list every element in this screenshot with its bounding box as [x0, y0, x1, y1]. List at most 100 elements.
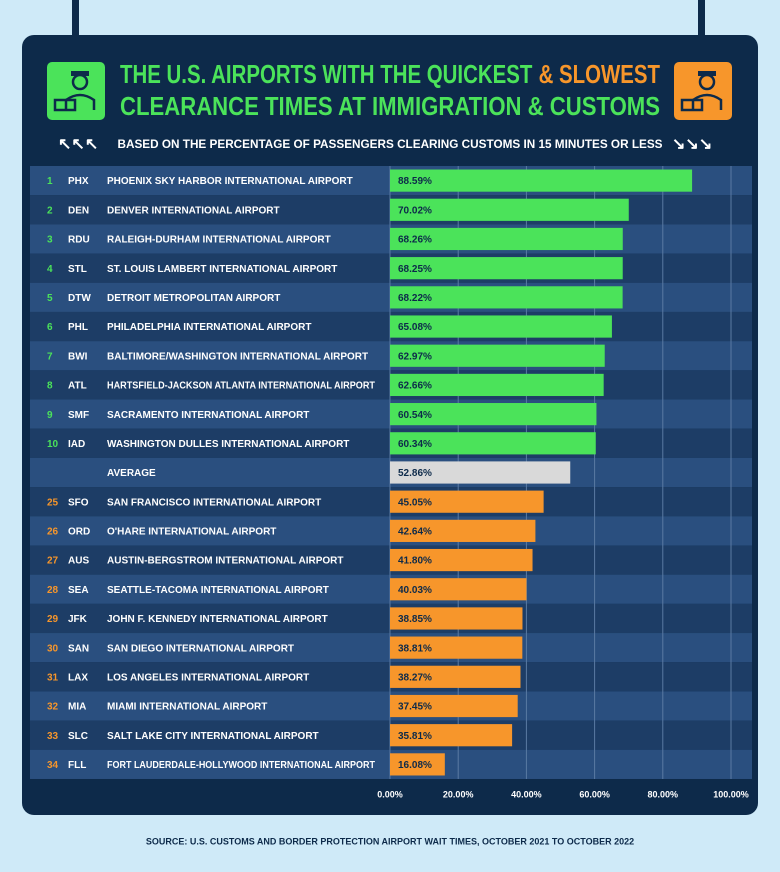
rank: 26: [47, 527, 59, 538]
value-label: 45.05%: [398, 497, 432, 508]
x-tick-label: 60.00%: [579, 789, 610, 799]
bar: [390, 315, 612, 338]
bar: [390, 169, 693, 192]
airport-name: WASHINGTON DULLES INTERNATIONAL AIRPORT: [107, 439, 349, 450]
rank: 25: [47, 497, 59, 508]
value-label: 70.02%: [398, 205, 432, 216]
code: BWI: [68, 351, 88, 362]
code: FLL: [68, 760, 86, 771]
rank: 34: [47, 760, 59, 771]
airport-name: MIAMI INTERNATIONAL AIRPORT: [107, 702, 267, 713]
bar: [390, 578, 527, 601]
bar: [390, 198, 629, 221]
code: SLC: [68, 731, 88, 742]
bar: [390, 257, 623, 280]
rank: 28: [47, 585, 59, 596]
subtitle: BASED ON THE PERCENTAGE OF PASSENGERS CL…: [118, 137, 663, 151]
value-label: 62.66%: [398, 381, 432, 392]
chart-title: CLEARANCE TIMES AT IMMIGRATION & CUSTOMS: [120, 91, 660, 121]
value-label: 40.03%: [398, 585, 432, 596]
airport-name: AVERAGE: [107, 468, 156, 479]
code: PHL: [68, 322, 88, 333]
rank: 3: [47, 235, 53, 246]
value-label: 68.26%: [398, 235, 432, 246]
value-label: 60.54%: [398, 410, 432, 421]
value-label: 42.64%: [398, 527, 432, 538]
bar: [390, 694, 518, 718]
value-label: 35.81%: [398, 731, 432, 742]
code: DTW: [68, 293, 91, 304]
value-label: 37.45%: [398, 702, 432, 713]
airport-name: JOHN F. KENNEDY INTERNATIONAL AIRPORT: [107, 614, 328, 625]
code: IAD: [68, 439, 85, 450]
bar: [390, 519, 536, 542]
bar: [390, 432, 596, 455]
code: JFK: [68, 614, 88, 625]
value-label: 88.59%: [398, 176, 432, 187]
code: STL: [68, 264, 87, 275]
officer-icon: [47, 62, 105, 120]
bar: [390, 636, 523, 659]
code: MIA: [68, 702, 86, 713]
airport-name: FORT LAUDERDALE-HOLLYWOOD INTERNATIONAL …: [107, 760, 375, 771]
rank: 29: [47, 614, 59, 625]
airport-name: PHOENIX SKY HARBOR INTERNATIONAL AIRPORT: [107, 176, 353, 187]
chart-title: THE U.S. AIRPORTS WITH THE QUICKEST& SLO…: [120, 59, 660, 89]
airport-name: SALT LAKE CITY INTERNATIONAL AIRPORT: [107, 731, 319, 742]
code: LAX: [68, 672, 88, 683]
bars: 88.59% 70.02% 68.26% 68.25% 68.22% 65.08% 62.9…: [390, 169, 693, 776]
hanger: [72, 0, 79, 40]
airport-name: SAN DIEGO INTERNATIONAL AIRPORT: [107, 643, 294, 654]
rank: 30: [47, 643, 59, 654]
bar: [390, 344, 605, 367]
x-tick-label: 80.00%: [648, 789, 679, 799]
code: RDU: [68, 235, 90, 246]
rank: 10: [47, 439, 59, 450]
bar: [390, 227, 623, 251]
bar: [390, 461, 571, 484]
x-tick-label: 40.00%: [511, 789, 542, 799]
airport-name: DENVER INTERNATIONAL AIRPORT: [107, 205, 280, 216]
rank: 8: [47, 381, 53, 392]
airport-name: ST. LOUIS LAMBERT INTERNATIONAL AIRPORT: [107, 264, 337, 275]
rank: 9: [47, 410, 53, 421]
code: SMF: [68, 410, 89, 421]
airport-name: HARTSFIELD-JACKSON ATLANTA INTERNATIONAL…: [107, 381, 375, 392]
code: SEA: [68, 585, 89, 596]
value-label: 60.34%: [398, 439, 432, 450]
airport-name: BALTIMORE/WASHINGTON INTERNATIONAL AIRPO…: [107, 351, 368, 362]
rank: 2: [47, 205, 53, 216]
source: SOURCE: U.S. CUSTOMS AND BORDER PROTECTI…: [146, 836, 634, 846]
rank: 32: [47, 702, 59, 713]
value-label: 52.86%: [398, 468, 432, 479]
rank: 6: [47, 322, 53, 333]
value-label: 68.22%: [398, 293, 432, 304]
x-tick-label: 100.00%: [713, 789, 749, 799]
code: SAN: [68, 643, 89, 654]
code: ATL: [68, 381, 87, 392]
code: AUS: [68, 556, 89, 567]
code: DEN: [68, 205, 89, 216]
airport-name: SEATTLE-TACOMA INTERNATIONAL AIRPORT: [107, 585, 329, 596]
value-label: 62.97%: [398, 351, 432, 362]
rank: 27: [47, 556, 59, 567]
arrows: ↖↖↖: [58, 136, 98, 153]
arrows: ↘↘↘: [672, 136, 712, 153]
rank: 4: [47, 264, 53, 275]
title-highlight: & SLOWEST: [539, 59, 661, 89]
value-label: 38.81%: [398, 643, 432, 654]
x-tick-label: 20.00%: [443, 789, 474, 799]
value-label: 41.80%: [398, 556, 432, 567]
value-label: 38.85%: [398, 614, 432, 625]
code: ORD: [68, 527, 90, 538]
rank: 31: [47, 672, 59, 683]
rank: 5: [47, 293, 53, 304]
value-label: 68.25%: [398, 264, 432, 275]
airport-name: AUSTIN-BERGSTROM INTERNATIONAL AIRPORT: [107, 556, 343, 567]
officer-icon: [674, 62, 732, 120]
rank: 33: [47, 731, 59, 742]
rank: 7: [47, 351, 53, 362]
bar: [390, 753, 445, 776]
rank: 1: [47, 176, 53, 187]
